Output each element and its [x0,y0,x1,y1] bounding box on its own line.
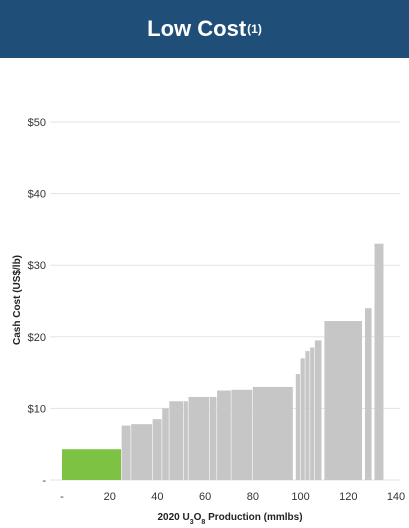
bar [183,401,188,480]
title-superscript: (1) [247,22,262,36]
x-tick-label: 100 [291,491,309,503]
highlight-bar [62,449,122,480]
y-tick-label: $50 [28,117,46,129]
bar [131,424,153,480]
bar [152,419,162,480]
bar [252,386,293,480]
bar [217,390,231,480]
bar [169,401,184,480]
y-tick-label: - [42,475,46,487]
bar [209,396,217,480]
bar [310,347,315,480]
bar [162,408,169,480]
bar [295,374,300,480]
page-title: Low Cost [147,16,247,41]
bar [300,358,305,480]
bar [364,308,372,480]
x-tick-label: - [60,491,64,503]
y-tick-label: $20 [28,332,46,344]
bar [374,243,384,480]
x-axis-ticks: - 20 40 60 80 100 120 140 [60,491,405,503]
y-axis-ticks: - $10 $20 $30 $40 $50 [28,117,47,487]
bar [188,396,210,480]
y-tick-label: $40 [28,189,46,201]
x-tick-label: 20 [104,491,116,503]
x-tick-label: 60 [199,491,211,503]
bar [231,389,253,480]
bar [324,321,362,480]
y-tick-label: $30 [28,260,46,272]
y-axis-label: Cash Cost (US$/lb) [12,255,23,345]
x-tick-label: 120 [339,491,357,503]
x-tick-label: 140 [387,491,405,503]
bar [305,351,310,480]
x-axis-label: 2020 U3O8 Production (mmlbs) [157,512,302,526]
bars [62,243,384,480]
header-banner: Low Cost (1) [0,0,409,58]
y-tick-label: $10 [28,403,46,415]
x-tick-label: 40 [151,491,163,503]
bar [314,340,322,480]
x-tick-label: 80 [247,491,259,503]
bar [121,425,131,480]
